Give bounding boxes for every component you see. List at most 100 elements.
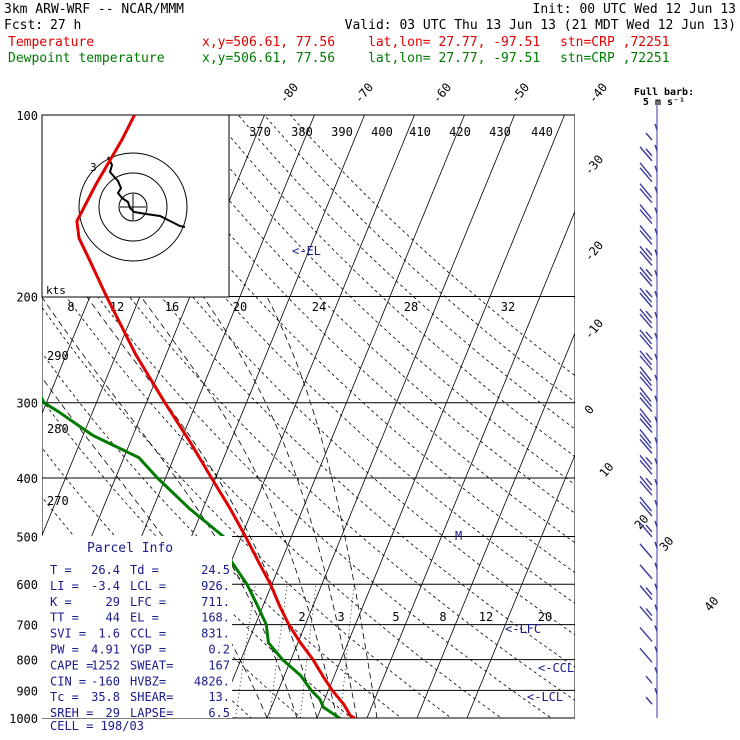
wind-barb [639,387,652,403]
wind-barb [654,646,658,653]
parcel-value: YGP = [130,643,166,657]
parcel-value: 711. [201,595,230,609]
parcel-value: TT = [50,611,79,625]
parcel-value: 0.2 [208,643,230,657]
wind-barb [645,268,653,277]
theta-label: 290 [47,349,69,363]
wind-barb [639,188,653,204]
temperature-latlon: lat,lon= 27.77, -97.51 [368,35,540,50]
parcel-value: T = [50,563,72,577]
isotherm-line [416,332,575,718]
parcel-value: K = [50,595,72,609]
hodograph-inset: 3 kts [41,114,230,298]
dry-adiabat-line [263,115,575,403]
wind-barb [654,144,658,152]
wind-barb [639,647,653,663]
wind-barb [645,247,653,256]
parcel-value: -3.4 [91,579,120,593]
wind-barb [654,290,658,298]
wind-barb [654,311,658,319]
parcel-value: 1252 [91,658,120,672]
wind-barb [639,418,653,433]
isotherm-label: -30 [582,152,607,178]
pressure-label: 100 [16,109,38,123]
hodograph-scale-label: 16 [165,300,179,314]
mixing-ratio-label: 20 [538,610,552,624]
mixing-ratio-line [235,584,256,718]
wind-barb-column [639,105,658,718]
parcel-value: SWEAT= [130,658,173,672]
wind-barb [654,520,658,528]
parcel-value: LI = [50,579,79,593]
parcel-value: 29 [106,706,120,720]
dry-adiabat-line [237,115,575,430]
wind-barb [639,522,653,538]
wind-barb [654,228,658,235]
wind-barb [639,162,653,178]
lfc-marker: <-LFC [505,622,541,636]
wind-barb [639,392,653,408]
wind-barb [654,625,658,632]
temperature-stn: stn=CRP ,72251 [560,35,670,50]
parcel-value: 35.8 [91,690,120,704]
valid-time: Valid: 03 UTC Thu 13 Jun 13 (21 MDT Wed … [345,18,736,33]
wind-barb [639,167,653,183]
theta-label: 400 [371,125,393,139]
dewpoint-label: Dewpoint temperature [8,51,165,66]
mixing-ratio-label: 8 [439,610,446,624]
wind-barb [639,329,653,345]
mixing-ratio-label: 5 [392,610,399,624]
parcel-value: 168. [201,611,230,625]
wind-barb [654,165,658,173]
isotherm-line [216,115,465,718]
parcel-value: 6.5 [208,706,230,720]
parcel-value: CIN = [50,674,86,688]
wind-barb [639,146,653,162]
wind-barb [645,148,653,157]
wind-barb [654,207,658,214]
dewpoint-stn: stn=CRP ,72251 [560,51,670,66]
wind-barb [645,132,653,141]
wind-barb [639,626,653,642]
lcl-marker: <-LCL [527,690,563,704]
isotherm-label: 10 [597,460,617,480]
wind-barb [639,438,653,454]
wind-barb [654,666,658,674]
barb-legend-line1: Full barb: [634,87,694,98]
wind-barb [639,408,652,423]
wind-barb [645,289,653,298]
wind-barb [654,123,658,131]
dry-adiabat-line [289,115,575,377]
moist-adiabat-line [266,296,378,718]
pressure-label: 700 [16,619,38,633]
parcel-value: LAPSE= [130,706,173,720]
isotherm-label: 0 [582,402,597,417]
wind-barb [639,480,653,496]
wind-barb [639,371,653,387]
wind-barb [639,292,653,308]
wind-barb [654,332,658,340]
dry-adiabat-line [212,115,575,457]
parcel-value: 29 [106,595,120,609]
wind-barb [639,366,652,382]
wind-barb [645,331,653,340]
wind-barb [639,225,653,240]
wind-barb [654,458,658,465]
wind-barb [639,204,653,220]
wind-barb [639,250,653,266]
wind-barb [654,437,658,444]
wind-barb [654,562,658,569]
wind-barb [654,186,658,193]
parcel-value: 44 [106,611,120,625]
dry-adiabat-line [134,115,575,544]
wind-barb [639,543,653,559]
hodograph-scale-label: 20 [233,300,247,314]
wind-barb [654,374,658,381]
pressure-label: 500 [16,530,38,544]
wind-barb [639,606,653,621]
el-marker: <-EL [292,244,321,258]
ccl-marker: <-CCL [538,661,574,675]
dry-adiabat-line [42,217,552,718]
isotherm-label: -10 [582,316,607,342]
wind-barb [645,524,653,533]
